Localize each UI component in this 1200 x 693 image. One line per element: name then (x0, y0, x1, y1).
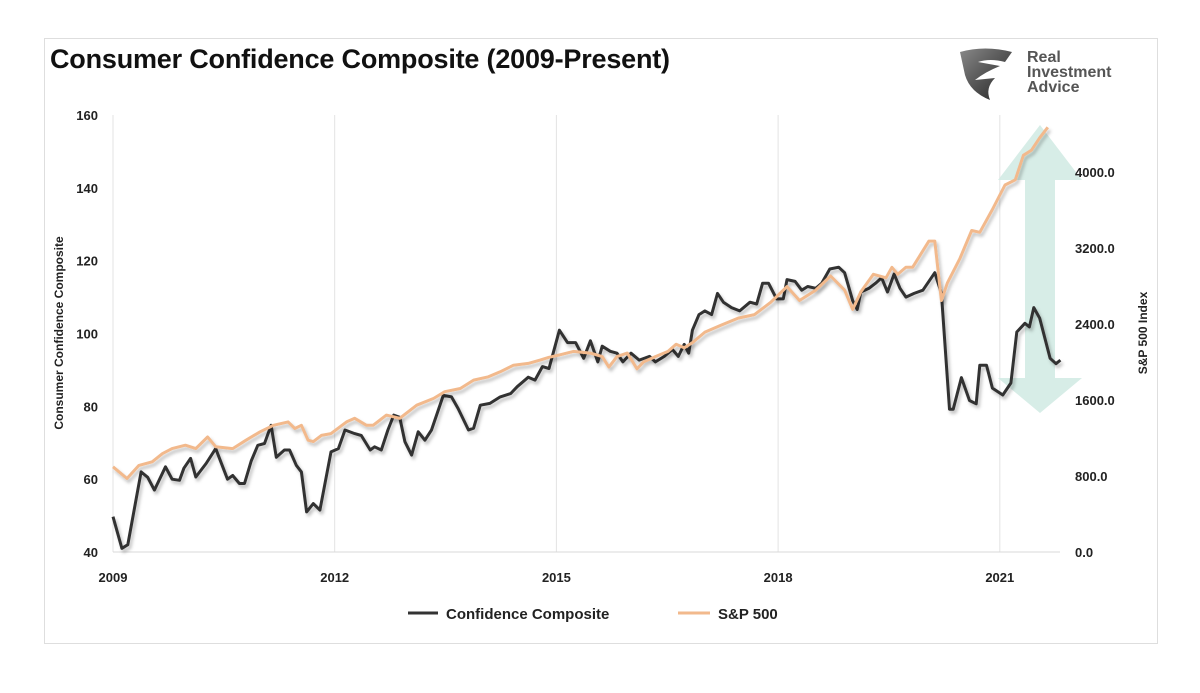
y-tick-label: 120 (76, 254, 98, 269)
x-tick-label: 2021 (985, 570, 1014, 585)
y-axis-label: Consumer Confidence Composite (52, 236, 66, 430)
chart-title: Consumer Confidence Composite (2009-Pres… (50, 44, 670, 74)
x-tick-label: 2009 (99, 570, 128, 585)
y-tick-label: 60 (84, 472, 98, 487)
legend-label-sp500: S&P 500 (718, 606, 778, 623)
y2-tick-label: 0.0 (1075, 545, 1093, 560)
y2-tick-label: 1600.0 (1075, 393, 1115, 408)
y2-tick-label: 2400.0 (1075, 317, 1115, 332)
logo-line: Investment (1027, 64, 1112, 81)
y2-tick-label: 4000.0 (1075, 165, 1115, 180)
y-tick-label: 80 (84, 399, 98, 414)
logo-text: Real Investment Advice (1027, 49, 1112, 96)
x-tick-label: 2015 (542, 570, 571, 585)
y2-tick-label: 800.0 (1075, 469, 1108, 484)
y-tick-label: 160 (76, 108, 98, 123)
y-tick-label: 40 (84, 545, 98, 560)
sp500-line (112, 126, 1049, 480)
y2-tick-label: 3200.0 (1075, 241, 1115, 256)
logo-line: Advice (1027, 79, 1080, 96)
legend-label-confidence: Confidence Composite (446, 606, 609, 623)
legend: Confidence Composite S&P 500 (408, 606, 778, 623)
x-tick-label: 2018 (764, 570, 793, 585)
double-arrow-annotation (998, 125, 1082, 413)
logo-line: Real (1027, 49, 1061, 66)
chart-frame (44, 38, 1158, 644)
confidence-composite-line (111, 265, 1062, 550)
x-tick-label: 2012 (320, 570, 349, 585)
y2-axis-label: S&P 500 Index (1136, 291, 1150, 374)
logo-eagle-icon (960, 48, 1012, 100)
y-tick-label: 100 (76, 327, 98, 342)
y-tick-label: 140 (76, 181, 98, 196)
